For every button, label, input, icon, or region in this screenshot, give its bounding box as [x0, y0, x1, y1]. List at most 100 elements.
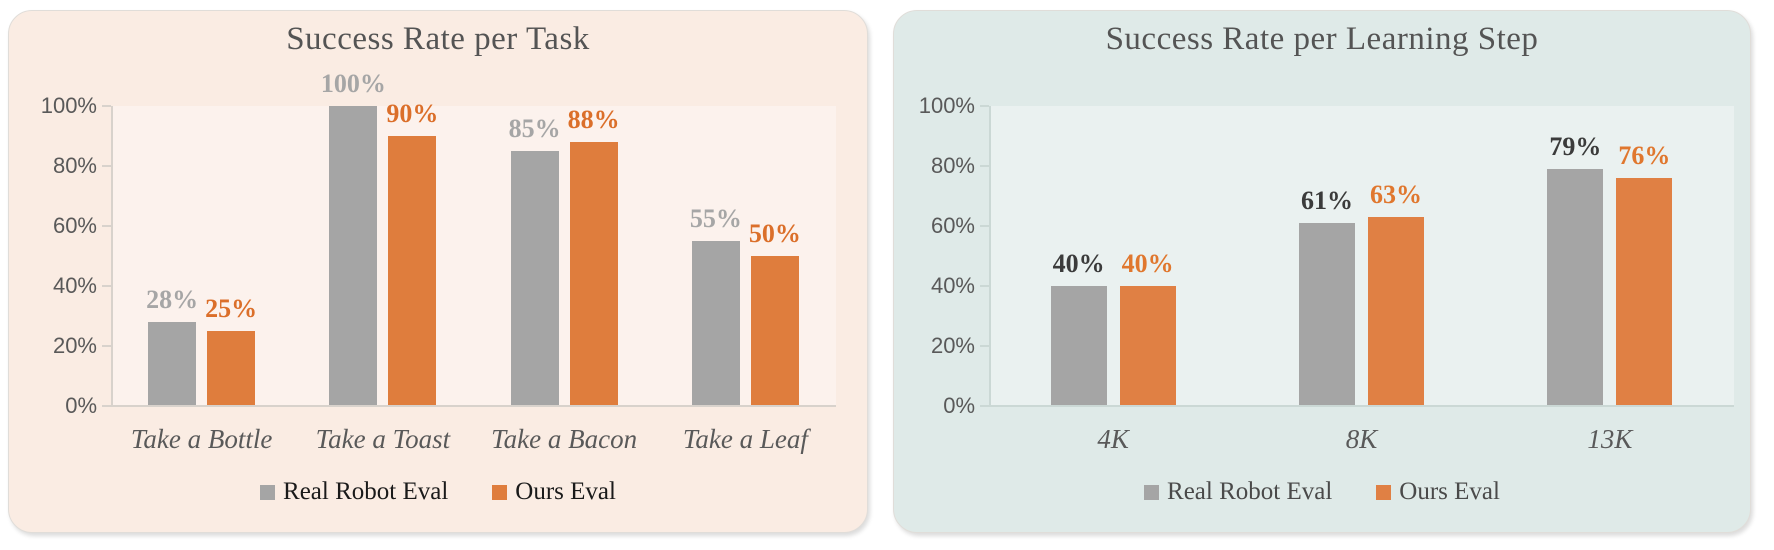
y-tick-label: 20%	[930, 333, 975, 358]
y-tick-mark	[102, 105, 111, 107]
x-axis-line	[111, 405, 836, 407]
legend-label: Ours Eval	[515, 478, 616, 505]
bar-value-label: 76%	[1618, 141, 1671, 170]
bar-value-label: 55%	[689, 204, 742, 233]
chart-card-success-rate-per-learning-step: Success Rate per Learning Step 100% 80% 60…	[893, 10, 1751, 533]
y-tick-label: 100%	[40, 93, 97, 118]
bar-group: 100% 90%	[292, 69, 473, 406]
bar-rect	[148, 322, 197, 406]
y-tick-label: 40%	[930, 273, 975, 298]
bar-real-robot-eval: 40%	[1050, 249, 1107, 406]
y-tick-label: 60%	[930, 213, 975, 238]
y-tick-label: 0%	[943, 393, 975, 418]
x-axis-category-labels: 4K 8K 13K	[989, 424, 1734, 455]
y-tick-label: 100%	[918, 93, 975, 118]
y-tick-label: 60%	[52, 213, 97, 238]
plot-background	[989, 106, 1734, 406]
bar-value-label: 100%	[320, 69, 386, 98]
y-tick-mark	[102, 345, 111, 347]
bar-real-robot-eval: 61%	[1298, 186, 1355, 406]
bar-real-robot-eval: 55%	[690, 204, 742, 406]
legend: Real Robot Eval Ours Eval	[9, 478, 867, 506]
legend-marker-icon	[492, 484, 508, 500]
bar-rect	[691, 241, 740, 406]
y-tick-mark	[102, 225, 111, 227]
legend-marker-icon	[1144, 484, 1160, 500]
bar-value-label: 40%	[1052, 249, 1105, 278]
y-tick-mark	[102, 285, 111, 287]
x-category-label: Take a Leaf	[682, 424, 808, 454]
bar-ours-eval: 25%	[205, 294, 257, 406]
y-tick-label: 20%	[52, 333, 97, 358]
bar-group: 85% 88%	[474, 105, 655, 406]
y-tick-mark	[980, 165, 989, 167]
y-tick-label: 80%	[52, 153, 97, 178]
bar-value-label: 40%	[1121, 249, 1174, 278]
bar-group: 55% 50%	[655, 204, 836, 406]
bar-rect	[388, 136, 437, 406]
y-tick-mark	[102, 405, 111, 407]
bar-value-label: 88%	[567, 105, 620, 134]
bar-rect	[329, 106, 378, 406]
bar-real-robot-eval: 79%	[1547, 132, 1604, 406]
x-category-label: Take a Bottle	[130, 424, 273, 454]
bar-ours-eval: 63%	[1367, 180, 1424, 406]
y-tick-mark	[980, 285, 989, 287]
bar-value-label: 61%	[1300, 186, 1353, 215]
x-category-label: 8K	[1345, 424, 1378, 454]
bar-rect	[207, 331, 256, 406]
legend-marker-icon	[260, 484, 276, 500]
bar-rect	[750, 256, 799, 406]
legend-label: Real Robot Eval	[1167, 478, 1333, 505]
legend-label: Ours Eval	[1399, 478, 1500, 505]
y-tick-label: 80%	[930, 153, 975, 178]
y-tick-mark	[980, 345, 989, 347]
bar-group: 28% 25%	[111, 285, 292, 406]
y-axis-line	[111, 106, 113, 406]
legend-marker-icon	[1376, 484, 1392, 500]
legend-item: Real Robot Eval	[1144, 478, 1332, 506]
plot-area: 100% 80% 60% 40% 20% 0% 40% 40% 61% 63% 79% 76%	[919, 93, 1734, 418]
bar-ours-eval: 50%	[749, 219, 801, 406]
bar-rect	[569, 142, 618, 406]
bar-ours-eval: 76%	[1616, 141, 1673, 406]
y-axis-tick-labels: 100% 80% 60% 40% 20% 0%	[919, 93, 1734, 418]
bar-ours-eval: 40%	[1119, 249, 1176, 406]
bar-value-label: 85%	[508, 114, 561, 143]
bar-groups: 40% 40% 61% 63% 79% 76%	[989, 106, 1734, 406]
bar-rect	[1298, 223, 1355, 406]
bar-group: 79% 76%	[1486, 132, 1734, 406]
x-category-label: Take a Toast	[315, 424, 451, 454]
bar-rect	[1367, 217, 1424, 406]
y-tick-mark	[102, 165, 111, 167]
y-tick-mark	[980, 225, 989, 227]
y-axis-line	[989, 106, 991, 406]
bar-ours-eval: 90%	[386, 99, 438, 406]
bar-group: 61% 63%	[1237, 180, 1485, 406]
legend-item: Real Robot Eval	[260, 478, 448, 506]
bar-real-robot-eval: 28%	[146, 285, 198, 406]
bar-rect	[1050, 286, 1107, 406]
bar-ours-eval: 88%	[568, 105, 620, 406]
bar-value-label: 28%	[146, 285, 199, 314]
y-tick-mark	[980, 105, 989, 107]
y-axis-tick-labels: 100% 80% 60% 40% 20% 0%	[41, 93, 836, 418]
plot-area: 100% 80% 60% 40% 20% 0% 28% 25% 100% 90% 85% 88% 55…	[41, 69, 836, 418]
bar-value-label: 50%	[748, 219, 801, 248]
chart-title: Success Rate per Task	[286, 21, 590, 57]
bar-groups: 28% 25% 100% 90% 85% 88% 55% 50%	[111, 69, 836, 406]
chart-title: Success Rate per Learning Step	[1105, 21, 1539, 57]
y-tick-label: 0%	[65, 393, 97, 418]
chart-card-success-rate-per-task: Success Rate per Task 100% 80% 60% 40% 20% 0%…	[8, 10, 868, 533]
x-category-label: 13K	[1587, 424, 1633, 454]
bar-value-label: 63%	[1369, 180, 1422, 209]
bar-rect	[1119, 286, 1176, 406]
legend-item: Ours Eval	[492, 478, 616, 506]
bar-group: 40% 40%	[989, 249, 1237, 406]
bar-value-label: 25%	[205, 294, 258, 323]
x-category-label: 4K	[1097, 424, 1129, 454]
x-axis-line	[989, 405, 1734, 407]
bar-rect	[1616, 178, 1673, 406]
bar-value-label: 90%	[386, 99, 439, 128]
